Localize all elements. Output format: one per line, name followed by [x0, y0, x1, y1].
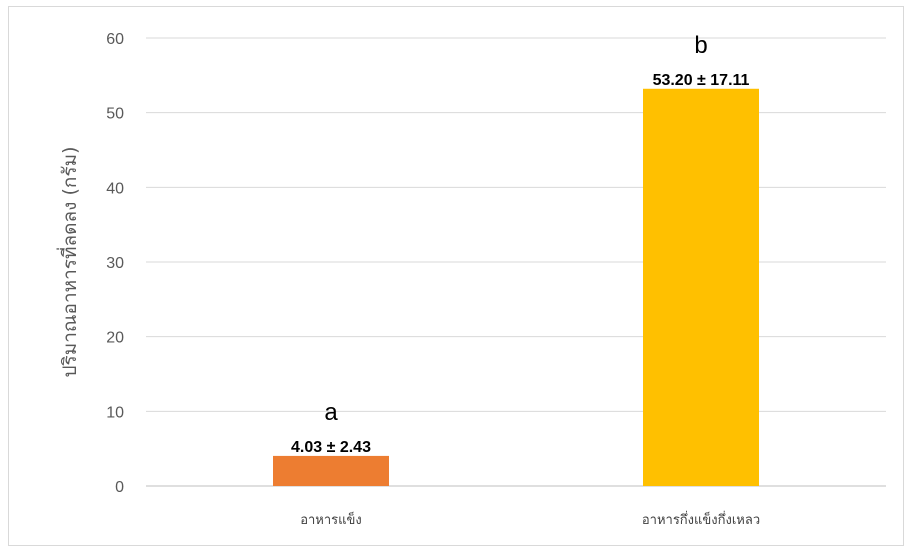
gridlines	[146, 38, 886, 486]
y-tick-label: 60	[106, 31, 124, 48]
bars	[273, 89, 759, 486]
bar-value-label: 4.03 ± 2.43	[291, 439, 371, 456]
y-tick-label: 0	[115, 479, 124, 496]
y-tick-label: 40	[106, 180, 124, 197]
x-category-label: อาหารกึ่งแข็งกึ่งเหลว	[642, 510, 760, 528]
y-axis-title: ปริมาณอาหารที่ลดลง (กรัม)	[56, 146, 81, 377]
y-tick-label: 20	[106, 330, 124, 347]
y-tick-label: 10	[106, 404, 124, 421]
bar-value-label: 53.20 ± 17.11	[653, 72, 750, 89]
bar	[273, 456, 389, 486]
significance-letter: a	[324, 399, 338, 426]
y-tick-label: 50	[106, 106, 124, 123]
x-category-label: อาหารแข็ง	[300, 510, 362, 528]
x-axis-categories: อาหารแข็ง อาหารกึ่งแข็งกึ่งเหลว	[300, 510, 760, 528]
y-axis-ticks: 0 10 20 30 40 50 60	[106, 31, 124, 496]
y-tick-label: 30	[106, 255, 124, 272]
bar	[643, 89, 759, 486]
significance-letter: b	[694, 32, 707, 59]
